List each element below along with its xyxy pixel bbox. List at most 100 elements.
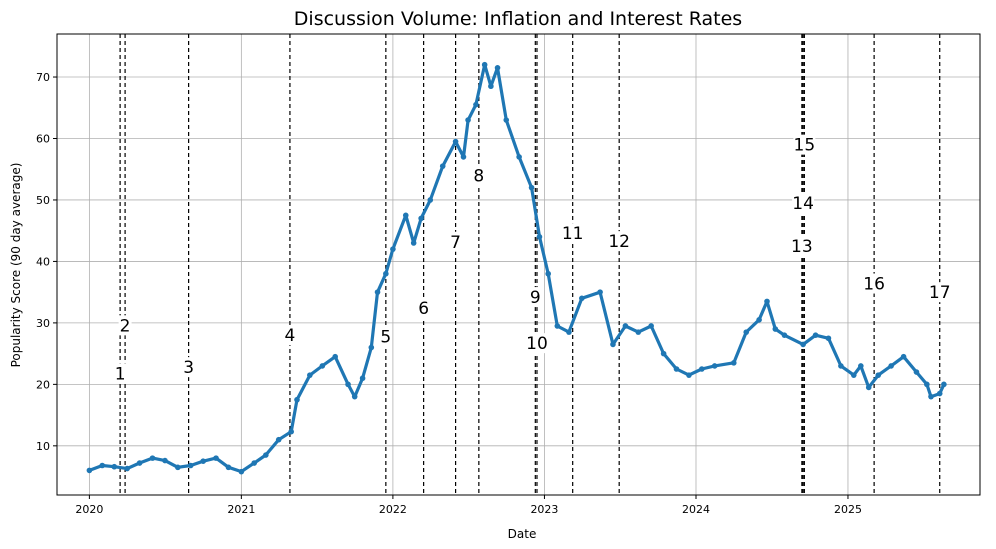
data-point <box>699 366 705 372</box>
event-label-background <box>792 193 815 214</box>
event-label: 4 <box>285 326 296 346</box>
data-point <box>566 329 572 335</box>
event-label-background <box>608 231 631 252</box>
y-tick-label: 60 <box>36 132 50 145</box>
y-tick-label: 50 <box>36 194 50 207</box>
event-label: 15 <box>794 136 816 156</box>
data-points <box>86 61 947 475</box>
event-label-background <box>449 231 463 252</box>
event-label: 2 <box>120 316 131 336</box>
data-point <box>307 372 313 378</box>
event-label-background <box>928 282 951 303</box>
data-point <box>536 234 543 240</box>
event-label: 16 <box>863 275 885 295</box>
data-point <box>390 246 396 252</box>
data-point <box>622 323 629 329</box>
event-label-background <box>379 326 393 347</box>
data-point <box>383 270 389 277</box>
x-axis-label: Date <box>508 527 537 541</box>
data-point <box>251 460 258 466</box>
y-tick-label: 30 <box>36 317 50 330</box>
x-tick-label: 2021 <box>227 503 255 516</box>
data-point <box>162 457 168 464</box>
data-point <box>124 465 130 472</box>
data-point <box>465 117 471 123</box>
x-tick-label: 2023 <box>530 503 558 516</box>
event-label-background <box>525 333 548 354</box>
data-point <box>850 372 857 378</box>
data-point <box>743 329 750 335</box>
event-label: 17 <box>929 283 951 303</box>
data-point <box>452 138 459 145</box>
data-point <box>781 332 788 338</box>
event-label-background <box>118 315 132 336</box>
data-point <box>936 390 943 397</box>
event-label: 9 <box>530 288 541 308</box>
event-label-background <box>561 223 584 244</box>
event-label-background <box>472 165 486 186</box>
data-point <box>263 452 269 458</box>
y-tick-label: 20 <box>36 378 50 391</box>
data-point <box>86 467 93 474</box>
data-point <box>410 240 417 246</box>
event-label-background <box>528 287 542 308</box>
data-point <box>756 317 762 323</box>
data-point <box>865 384 872 391</box>
data-point <box>554 323 561 329</box>
event-label-background <box>417 298 431 319</box>
event-label: 5 <box>380 327 391 347</box>
y-tick-label: 40 <box>36 255 50 268</box>
data-point <box>772 326 779 332</box>
data-point <box>825 335 832 342</box>
data-point <box>800 341 806 348</box>
data-point <box>402 212 409 219</box>
event-label: 6 <box>418 299 429 319</box>
data-point <box>711 363 718 369</box>
data-point <box>473 101 479 108</box>
x-tick-label: 2022 <box>379 503 407 516</box>
data-point <box>888 363 894 369</box>
data-point <box>686 372 692 378</box>
data-point <box>875 372 882 378</box>
chart-title: Discussion Volume: Inflation and Interes… <box>294 8 742 30</box>
data-point <box>635 329 642 335</box>
grid <box>57 34 980 495</box>
axes-frame <box>56 33 981 496</box>
data-point <box>488 83 494 90</box>
event-label: 3 <box>183 358 194 378</box>
data-point <box>427 197 434 203</box>
data-point <box>924 381 930 388</box>
data-point <box>610 341 616 348</box>
x-axis-ticks: 2020 2021 2022 2023 2024 2025 <box>75 495 862 516</box>
data-point <box>673 366 680 372</box>
data-point <box>319 363 326 369</box>
data-point <box>99 462 106 469</box>
data-point <box>503 117 510 123</box>
data-point <box>294 396 300 403</box>
event-label: 10 <box>526 334 548 354</box>
data-point <box>213 455 219 461</box>
data-point <box>545 270 551 277</box>
event-label: 13 <box>791 237 813 257</box>
y-tick-label: 10 <box>36 440 50 453</box>
data-point <box>913 369 920 375</box>
x-tick-label: 2025 <box>834 503 862 516</box>
event-label: 14 <box>792 194 814 214</box>
data-point <box>111 463 118 470</box>
data-point <box>494 65 501 71</box>
data-point <box>187 462 194 469</box>
data-point <box>332 353 338 360</box>
event-label: 8 <box>473 166 484 186</box>
event-label-background <box>113 363 127 384</box>
event-label: 12 <box>608 232 630 252</box>
event-label-background <box>863 273 886 294</box>
event-label-background <box>790 236 813 257</box>
event-label: 11 <box>562 224 584 244</box>
data-point <box>345 381 351 388</box>
event-label-background <box>283 325 297 346</box>
data-point <box>648 323 654 329</box>
data-point <box>359 375 366 382</box>
data-point <box>439 163 446 169</box>
